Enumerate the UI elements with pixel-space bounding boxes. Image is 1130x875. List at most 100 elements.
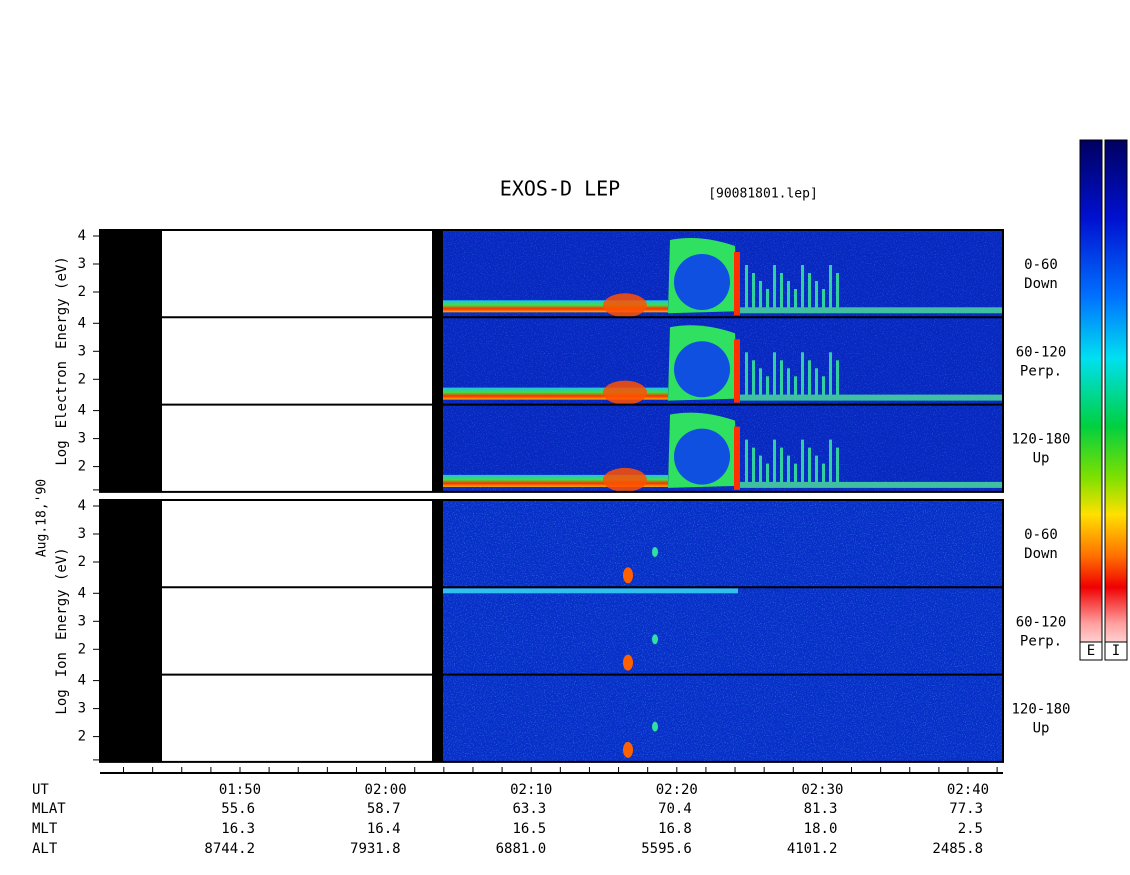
y-tick-label: 4 [78, 228, 86, 244]
flux-arch-core [674, 254, 730, 310]
y-tick-label: 2 [78, 554, 86, 570]
flux-spike [734, 426, 740, 490]
angle-label: 60-120 [1016, 344, 1067, 360]
x-tick-label: 02:40 [947, 782, 989, 798]
colorbar-label-box [1079, 641, 1103, 661]
colorbars: E I [1079, 139, 1128, 661]
x-tick-label: 02:10 [510, 782, 552, 798]
y-axis-label-part: Log [54, 440, 70, 465]
ion-spot [623, 567, 633, 584]
ion-spot [652, 721, 658, 732]
date: Aug.18,'90 [35, 479, 50, 557]
ion-spot [652, 634, 658, 645]
data-gap [100, 500, 162, 762]
flux-spike [815, 281, 818, 313]
flux-spike [815, 368, 818, 400]
no-data [162, 500, 432, 762]
flux-spike [801, 439, 804, 487]
flux-hump [603, 293, 647, 318]
y-tick-label: 2 [78, 284, 86, 300]
y-axis-label-part: Energy (eV) [54, 256, 70, 349]
flux-spike [815, 455, 818, 487]
ion-spot [623, 741, 633, 758]
y-tick-label: 3 [78, 343, 86, 359]
y-axis-label: Log Electron Energy (eV) [54, 256, 70, 465]
row-label: UT [32, 782, 49, 798]
flux-spike [773, 439, 776, 487]
flux-band [740, 394, 1003, 401]
flux-spike [836, 360, 839, 400]
direction-label: Up [1033, 451, 1050, 467]
panel-frame [99, 499, 1004, 763]
flux-spike [734, 339, 740, 403]
colorbar-i [1104, 139, 1128, 661]
flux-spike [766, 463, 769, 487]
x-tick-label: 02:20 [656, 782, 698, 798]
angle-label: 0-60 [1024, 257, 1058, 273]
flux-spike [773, 352, 776, 400]
flux-spike [829, 439, 832, 487]
data-gap [432, 500, 443, 762]
flux-spike [780, 273, 783, 313]
flux-spike [780, 360, 783, 400]
orbit-value: 18.0 [804, 821, 838, 837]
flux-arch-core [674, 428, 730, 485]
flux-spike [787, 281, 790, 313]
direction-label: Perp. [1020, 363, 1062, 379]
flux-spike [787, 368, 790, 400]
flux-spike [759, 368, 762, 400]
flux-spike [745, 265, 748, 313]
orbit-value: 63.3 [512, 801, 546, 817]
y-tick-label: 2 [78, 729, 86, 745]
colorbar-e [1079, 139, 1103, 661]
orbit-value: 7931.8 [350, 841, 401, 857]
x-tick-label: 01:50 [219, 782, 261, 798]
flux-arch-core [674, 341, 730, 398]
y-tick-label: 4 [78, 315, 86, 331]
row-label: ALT [32, 841, 58, 857]
flux-spike [752, 447, 755, 487]
orbit-value: 16.3 [221, 821, 255, 837]
angle-label: 120-180 [1011, 702, 1070, 718]
direction-label: Down [1024, 276, 1058, 292]
flux-hump [603, 467, 647, 492]
flux-spike [836, 273, 839, 313]
orbit-value: 6881.0 [496, 841, 547, 857]
flux-spike [822, 463, 825, 487]
orbit-value: 16.4 [367, 821, 401, 837]
flux-spike [759, 281, 762, 313]
ion-spot [652, 547, 658, 557]
no-data [162, 230, 432, 492]
y-tick-label: 4 [78, 403, 86, 419]
angle-label: 120-180 [1011, 432, 1070, 448]
flux-spike [801, 265, 804, 313]
orbit-value: 16.8 [658, 821, 692, 837]
y-tick-label: 3 [78, 701, 86, 717]
flux-spike [773, 265, 776, 313]
flux-spike [752, 273, 755, 313]
flux-spike [822, 289, 825, 313]
y-axis-label-part: Log [54, 689, 70, 714]
y-axis-label: Log Ion Energy (eV) [54, 547, 70, 714]
orbit-value: 77.3 [949, 801, 983, 817]
flux-spike [794, 289, 797, 313]
panel-frame [99, 229, 1004, 493]
flux-spike [829, 352, 832, 400]
ion-spot [623, 654, 633, 671]
flux-spike [752, 360, 755, 400]
y-tick-label: 4 [78, 673, 86, 689]
orbit-value: 58.7 [367, 801, 401, 817]
colorbar-label-box [1104, 641, 1128, 661]
orbit-value: 16.5 [512, 821, 546, 837]
flux-hump [603, 380, 647, 405]
y-tick-label: 2 [78, 459, 86, 475]
flux-band [740, 307, 1003, 314]
flux-spike [759, 455, 762, 487]
colorbar-label: E [1087, 643, 1095, 659]
y-tick-label: 4 [78, 585, 86, 601]
spectrogram-noise [443, 500, 1003, 588]
flux-spike [808, 447, 811, 487]
flux-spike [766, 376, 769, 400]
angle-label: 60-120 [1016, 614, 1067, 630]
